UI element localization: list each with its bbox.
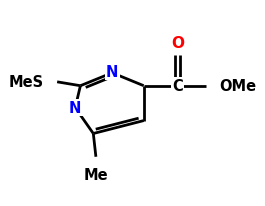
Text: O: O xyxy=(171,35,184,50)
Text: OMe: OMe xyxy=(219,79,256,94)
Text: N: N xyxy=(106,65,118,80)
Text: MeS: MeS xyxy=(9,75,44,90)
Text: Me: Me xyxy=(83,167,108,182)
Text: N: N xyxy=(69,101,81,116)
Text: C: C xyxy=(173,79,183,94)
